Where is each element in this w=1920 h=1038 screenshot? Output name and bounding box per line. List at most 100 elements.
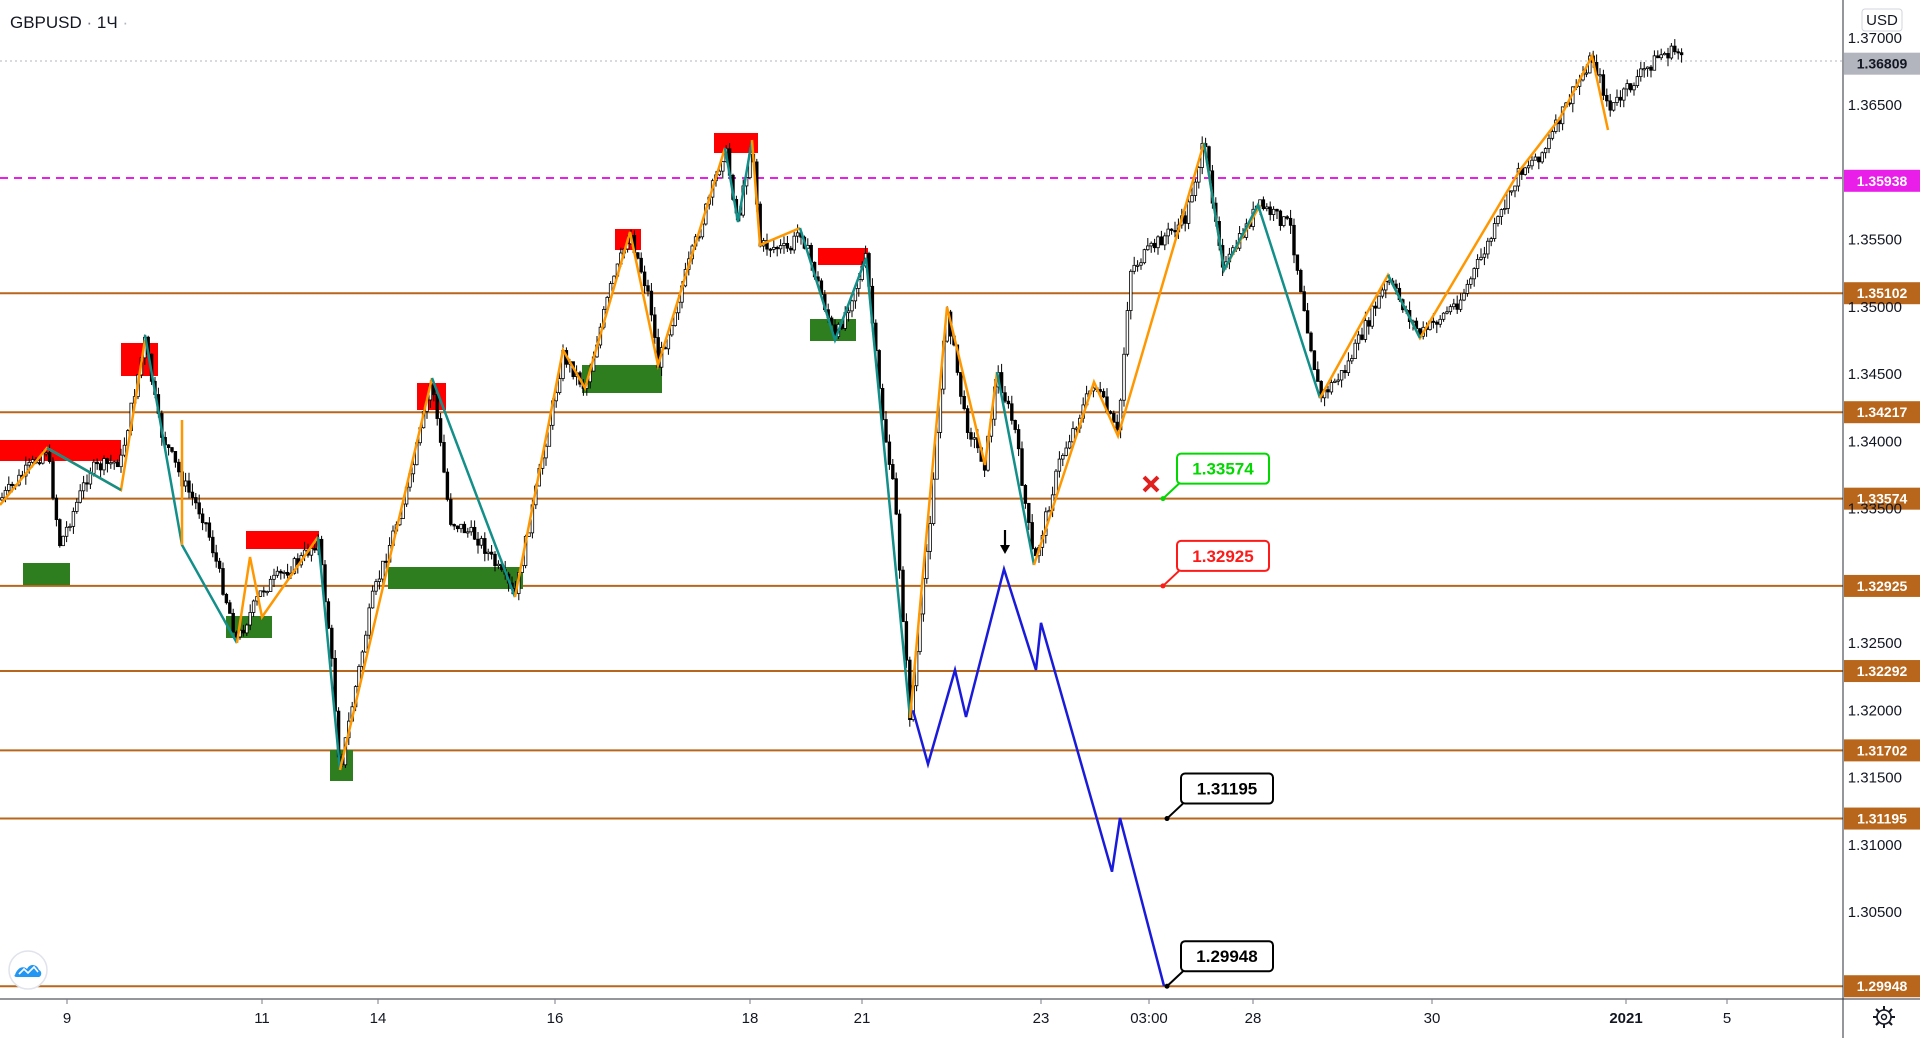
logo-icon[interactable] — [8, 950, 48, 990]
currency-box[interactable] — [1861, 8, 1903, 32]
candle-body — [785, 242, 790, 249]
candle-body — [442, 442, 446, 473]
time-tick-label: 21 — [854, 1010, 871, 1027]
candle-body — [887, 441, 892, 465]
candle-body — [1003, 392, 1007, 402]
candle-body — [367, 607, 371, 636]
candle-body — [1679, 52, 1684, 56]
price-tick-label: 1.36500 — [1848, 97, 1902, 114]
candle-body — [768, 248, 773, 251]
price-tick-label: 1.35000 — [1848, 299, 1902, 316]
candle-body — [438, 418, 443, 443]
candle-body — [119, 454, 123, 468]
callout-anchor-dot — [1160, 496, 1166, 502]
candle-body — [364, 634, 368, 653]
candle-body — [10, 483, 14, 486]
candle-body — [37, 462, 42, 465]
candle-body — [1448, 306, 1453, 313]
candle-body — [925, 550, 929, 579]
candle-body — [636, 252, 640, 259]
candle-body — [61, 535, 65, 547]
candle-body — [1329, 382, 1334, 393]
supply-zone — [246, 531, 319, 549]
candle-body — [245, 624, 249, 634]
candle-body — [772, 246, 776, 250]
candle-body — [462, 523, 467, 534]
candle-body — [897, 513, 902, 571]
candle-body — [1441, 312, 1446, 320]
candle-body — [75, 501, 79, 512]
candle-body — [1496, 216, 1500, 224]
callout-box[interactable] — [1176, 539, 1270, 572]
candle-body — [1190, 195, 1194, 203]
candle-body — [1197, 167, 1201, 183]
candle-body — [775, 246, 779, 250]
price-tick-label: 1.37000 — [1848, 30, 1902, 47]
callout-pointer — [1166, 970, 1184, 987]
candle-body — [1503, 208, 1507, 211]
callout-box[interactable] — [1180, 940, 1274, 973]
candle-body — [1333, 380, 1337, 383]
candle-body — [47, 452, 52, 462]
candle-body — [64, 526, 69, 537]
candle-body — [1380, 289, 1385, 297]
candle-body — [1438, 318, 1442, 325]
candle-body — [1666, 53, 1670, 59]
callout-box[interactable] — [1176, 452, 1270, 485]
supply-zone — [818, 248, 868, 265]
price-tick-label: 1.31500 — [1848, 770, 1902, 787]
candle-body — [1316, 369, 1320, 382]
candle-body — [1193, 181, 1198, 196]
candle-body — [1112, 413, 1116, 423]
callout-box[interactable] — [1180, 772, 1274, 805]
down-swing-line — [723, 139, 754, 223]
candle-body — [384, 560, 388, 563]
candle-body — [1639, 68, 1643, 78]
candle-body — [1261, 199, 1266, 210]
candle-body — [496, 563, 501, 567]
candle-body — [1598, 74, 1602, 77]
candle-body — [1295, 254, 1300, 271]
down-arrow-icon — [1000, 530, 1010, 554]
candle-body — [1465, 283, 1470, 294]
candle-body — [1363, 320, 1368, 340]
candle-body — [795, 232, 800, 237]
candle-body — [557, 378, 562, 394]
price-axis[interactable]: USD 1.35102 1.34217 1.33574 1.32925 1.32292 1… — [1844, 8, 1920, 998]
candle-body — [1183, 215, 1187, 224]
candle-body — [272, 574, 276, 580]
candle-body — [1445, 311, 1449, 314]
callout-label: 1.33574 — [1192, 460, 1254, 479]
candle-body — [1533, 156, 1538, 161]
candle-body — [765, 240, 769, 250]
candle-body — [68, 525, 72, 528]
settings-gear-icon[interactable] — [1873, 1006, 1895, 1028]
candle-body — [98, 463, 103, 471]
candle-body — [1537, 156, 1541, 163]
candle-body — [935, 432, 939, 480]
zigzag-swings — [0, 52, 1610, 771]
candle-body — [1016, 429, 1021, 450]
level-price-tag-label: 1.32292 — [1857, 663, 1908, 679]
candle-body — [268, 578, 273, 592]
candle-body — [1122, 353, 1126, 401]
candle-body — [1455, 303, 1459, 310]
candle-body — [642, 271, 647, 287]
candle-body — [670, 325, 674, 336]
level-price-tag-label: 1.34217 — [1857, 404, 1908, 420]
down-swing-line — [1202, 142, 1322, 399]
candle-body — [1608, 100, 1612, 111]
candle-body — [1186, 201, 1191, 224]
time-tick-label: 14 — [370, 1010, 387, 1027]
candle-body — [1271, 208, 1276, 215]
candle-body — [1530, 159, 1534, 167]
time-axis[interactable]: 9 11 14 16 18 21 23 03:00 28 30 2021 5 — [63, 999, 1731, 1027]
callout-anchor-dot — [1164, 983, 1170, 989]
candle-body — [649, 290, 654, 316]
candle-body — [1673, 45, 1677, 53]
price-tick-label: 1.34500 — [1848, 366, 1902, 383]
level-price-tag-label: 1.29948 — [1857, 978, 1908, 994]
candle-body — [1149, 242, 1153, 247]
candle-body — [646, 285, 650, 292]
